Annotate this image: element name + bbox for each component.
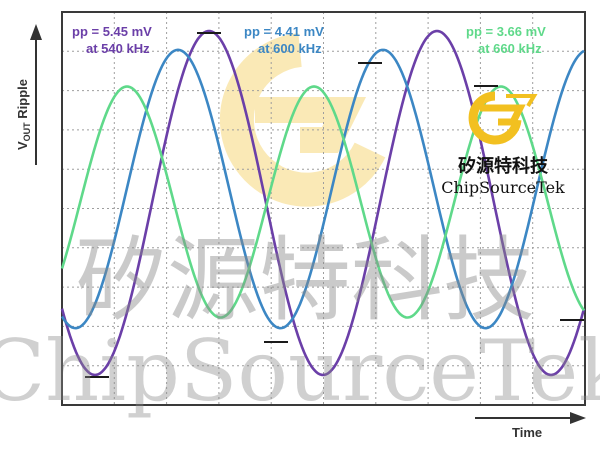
series-line-1 [60,29,586,377]
series-label-3-line2: at 660 kHz [478,41,542,56]
series-label-2: pp = 4.41 mV at 600 kHz [244,24,324,56]
y-axis-arrow [30,24,42,165]
y-axis-label-sub: OUT [22,122,32,142]
watermark-cn-large: 矽源特科技 [75,227,535,334]
logo-cn-text: 矽源特科技 [458,155,549,177]
series-label-1-line1: pp = 5.45 mV [72,24,152,39]
series-label-3-line1: pp = 3.66 mV [466,24,546,39]
logo-en-text: ChipSourceTek [441,178,565,197]
series-label-1: pp = 5.45 mV at 540 kHz [72,24,152,56]
plot-frame [61,11,586,406]
y-axis-label: VOUT Ripple [15,79,32,150]
x-axis-label: Time [512,425,542,440]
plot-grid [62,12,585,405]
x-axis-arrow [475,412,586,424]
logo-mark [468,91,538,145]
series-label-3: pp = 3.66 mV at 660 kHz [466,24,546,56]
watermark-en-large: ChipSourceTek [0,322,600,420]
series-label-1-line2: at 540 kHz [86,41,150,56]
peak-markers [85,32,584,378]
y-axis-label-main: V [15,141,30,150]
series-label-2-line2: at 600 kHz [258,41,322,56]
series-layer [60,29,586,377]
series-line-2 [60,48,585,330]
y-axis-label-rest: Ripple [15,79,30,122]
series-line-3 [60,85,586,319]
series-label-2-line1: pp = 4.41 mV [244,24,324,39]
watermark-logo-bg [219,33,386,207]
